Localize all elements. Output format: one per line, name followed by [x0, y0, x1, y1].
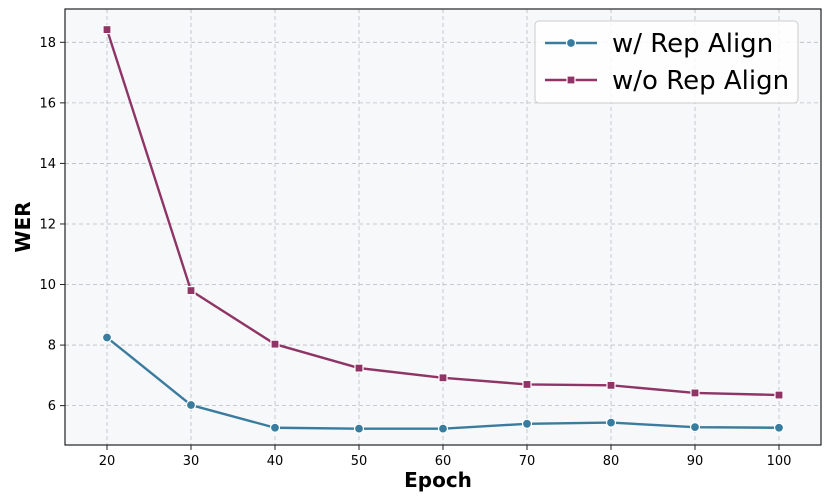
x-axis-title: Epoch: [404, 468, 472, 492]
x-tick-label: 40: [267, 454, 284, 469]
legend-label: w/ Rep Align: [612, 29, 773, 59]
legend-marker: [566, 75, 576, 85]
data-point: [774, 390, 784, 400]
data-point: [773, 422, 785, 433]
data-point: [690, 388, 700, 398]
y-tick-label: 12: [39, 217, 56, 232]
data-point: [186, 285, 196, 296]
series-layer: [101, 24, 785, 434]
legend-label: w/o Rep Align: [612, 66, 789, 96]
grid-layer: [65, 9, 821, 445]
data-point: [438, 373, 448, 383]
data-point: [185, 399, 197, 411]
data-point: [522, 379, 532, 390]
x-tick-label: 30: [183, 454, 200, 469]
ticks-layer: 20 30 40 50 60 70 80 90 100 6 8 10 12 14 16 18: [39, 36, 791, 469]
data-point: [605, 417, 617, 428]
x-tick-label: 50: [351, 454, 368, 469]
x-tick-label: 60: [435, 454, 452, 469]
x-tick-label: 20: [99, 454, 116, 469]
data-point: [354, 363, 364, 373]
data-point: [353, 423, 365, 434]
y-tick-label: 10: [39, 278, 56, 293]
y-tick-label: 6: [48, 399, 56, 414]
y-tick-label: 16: [39, 96, 56, 111]
y-tick-label: 18: [39, 36, 56, 51]
data-point: [101, 332, 113, 343]
legend: w/ Rep Align w/o Rep Align: [534, 20, 799, 104]
x-tick-label: 70: [519, 454, 536, 469]
data-point: [521, 418, 533, 429]
x-tick-label: 100: [767, 454, 792, 469]
data-point: [102, 24, 112, 35]
y-tick-label: 14: [39, 157, 56, 172]
x-tick-label: 80: [603, 454, 620, 469]
y-tick-label: 8: [48, 339, 56, 354]
x-tick-label: 90: [687, 454, 704, 469]
data-point: [437, 423, 449, 434]
data-point: [270, 339, 280, 349]
data-point: [606, 380, 616, 390]
y-axis-title: WER: [11, 201, 35, 252]
data-point: [269, 422, 281, 433]
legend-marker: [565, 37, 577, 49]
legend-box: [534, 20, 799, 104]
data-point: [689, 422, 701, 433]
